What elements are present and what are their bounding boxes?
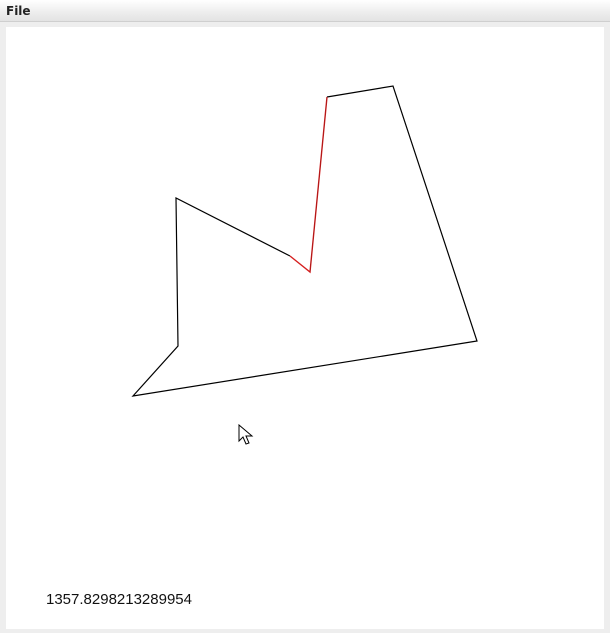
- polygon-drawing: [131, 85, 478, 397]
- perimeter-value: 1357.8298213289954: [46, 591, 192, 608]
- file-menu[interactable]: File: [6, 4, 31, 18]
- menu-bar: File: [0, 0, 610, 22]
- highlighted-segment: [289, 96, 328, 274]
- dark-overlap-segment: [309, 96, 328, 273]
- drawing-canvas[interactable]: 1357.8298213289954: [6, 27, 604, 629]
- polygon-outline: [131, 85, 478, 397]
